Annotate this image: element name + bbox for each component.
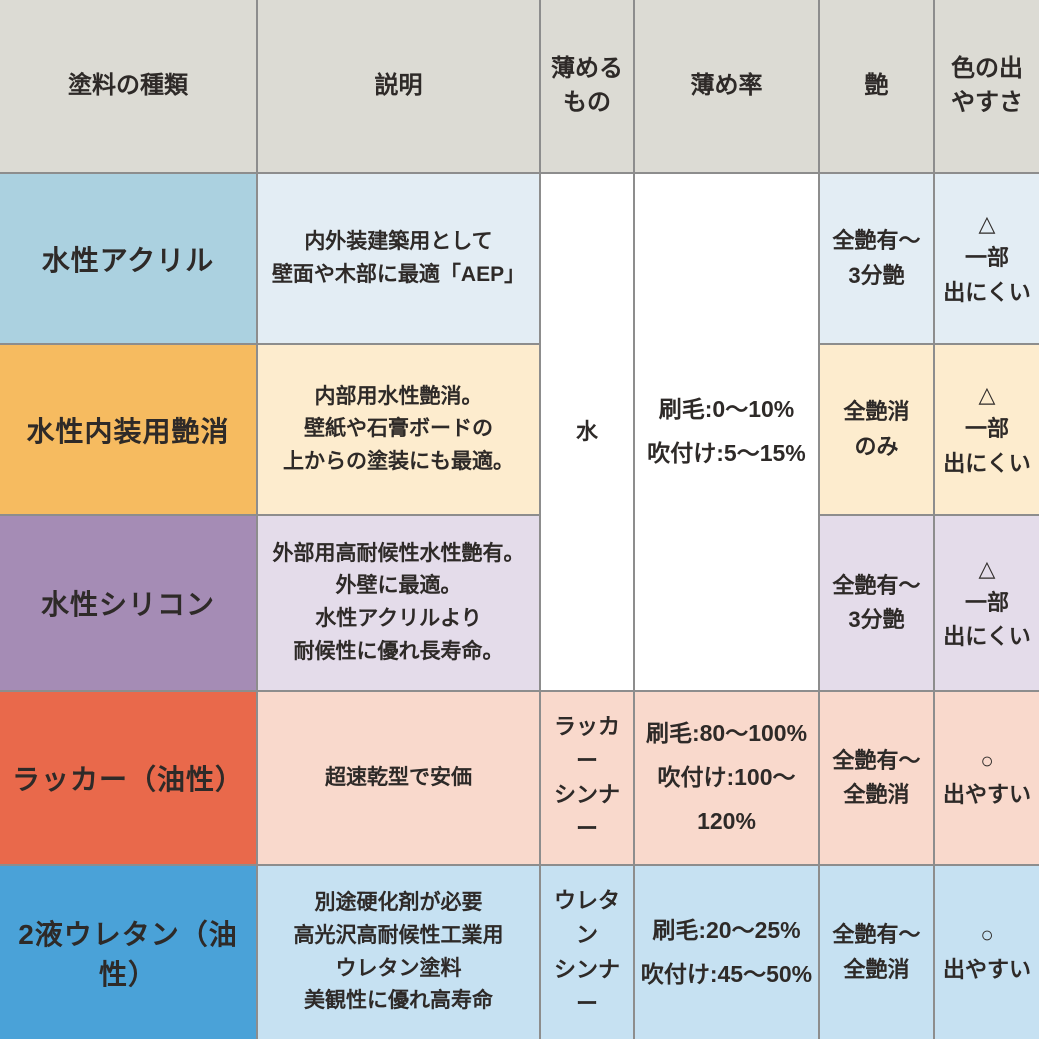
row-5-description-cell: 別途硬化剤が必要 高光沢高耐候性工業用 ウレタン塗料 美観性に優れ高寿命 [258, 866, 541, 1039]
row-1-description-cell: 内外装建築用として 壁面や木部に最適「AEP」 [258, 174, 541, 345]
row-1-color-ease-cell: △ 一部 出にくい [935, 174, 1039, 345]
row-5-color-ease-cell: ○ 出やすい [935, 866, 1039, 1039]
header-thinner: 薄める もの [541, 0, 635, 174]
row-4-rate-cell: 刷毛:80～100% 吹付け:100～120% [635, 692, 820, 866]
row-5-gloss-cell: 全艶有～ 全艶消 [820, 866, 935, 1039]
row-3-color-ease-cell: △ 一部 出にくい [935, 516, 1039, 692]
row-1-name-cell: 水性アクリル [0, 174, 258, 345]
merged-thinner-water-cell: 水 [541, 174, 635, 692]
row-1-gloss-cell: 全艶有～ 3分艶 [820, 174, 935, 345]
header-dilution-rate: 薄め率 [635, 0, 820, 174]
merged-rate-water-cell: 刷毛:0～10% 吹付け:5～15% [635, 174, 820, 692]
header-description: 説明 [258, 0, 541, 174]
header-gloss: 艶 [820, 0, 935, 174]
row-2-gloss-cell: 全艶消 のみ [820, 345, 935, 516]
row-2-color-ease-cell: △ 一部 出にくい [935, 345, 1039, 516]
row-4-thinner-cell: ラッカー シンナー [541, 692, 635, 866]
row-4-name-cell: ラッカー（油性） [0, 692, 258, 866]
row-5-thinner-cell: ウレタン シンナー [541, 866, 635, 1039]
row-3-gloss-cell: 全艶有～ 3分艶 [820, 516, 935, 692]
row-2-name-cell: 水性内装用艶消 [0, 345, 258, 516]
row-4-gloss-cell: 全艶有～ 全艶消 [820, 692, 935, 866]
row-3-description-cell: 外部用高耐候性水性艶有。 外壁に最適。 水性アクリルより 耐候性に優れ長寿命。 [258, 516, 541, 692]
row-5-rate-cell: 刷毛:20～25% 吹付け:45～50% [635, 866, 820, 1039]
row-3-name-cell: 水性シリコン [0, 516, 258, 692]
row-4-description-cell: 超速乾型で安価 [258, 692, 541, 866]
row-5-name-cell: 2液ウレタン（油性） [0, 866, 258, 1039]
row-2-description-cell: 内部用水性艶消。 壁紙や石膏ボードの 上からの塗装にも最適。 [258, 345, 541, 516]
header-color-ease: 色の出 やすさ [935, 0, 1039, 174]
header-paint-type: 塗料の種類 [0, 0, 258, 174]
row-4-color-ease-cell: ○ 出やすい [935, 692, 1039, 866]
